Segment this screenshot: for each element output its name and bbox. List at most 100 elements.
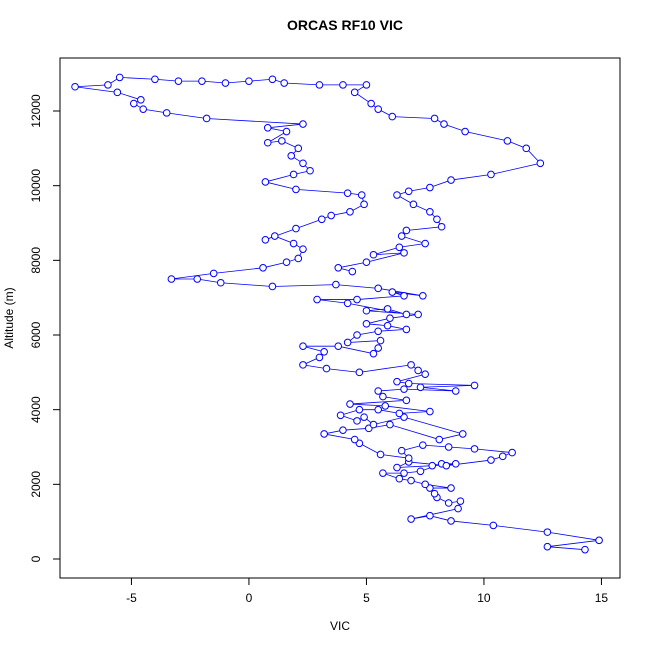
point (581, 545, 589, 554)
point (451, 460, 460, 468)
point (400, 469, 408, 477)
point (402, 325, 411, 334)
point (151, 75, 159, 84)
point (263, 138, 272, 147)
point (334, 342, 343, 351)
point (346, 208, 354, 216)
point (369, 420, 378, 429)
point (362, 81, 371, 89)
point (451, 387, 460, 395)
point (362, 320, 371, 328)
point (404, 379, 413, 388)
point (71, 82, 79, 91)
point (343, 299, 352, 308)
point (447, 517, 455, 525)
point (129, 99, 138, 108)
point (421, 239, 429, 248)
point (470, 445, 479, 453)
point (332, 280, 340, 289)
point (447, 176, 455, 184)
x-axis-label: VIC (330, 619, 350, 633)
point (440, 120, 448, 128)
x-tick-label: 0 (246, 591, 253, 605)
point (487, 170, 495, 179)
point (353, 331, 361, 339)
y-tick-label: 10000 (29, 169, 43, 203)
point (543, 528, 552, 536)
y-axis-label: Altitude (m) (2, 287, 16, 348)
point (402, 226, 411, 235)
point (320, 430, 328, 438)
point (289, 170, 298, 179)
point (259, 264, 267, 272)
point (383, 305, 392, 313)
point (193, 275, 202, 283)
point (350, 435, 359, 444)
point (379, 392, 387, 401)
point (374, 284, 382, 293)
point (447, 484, 455, 492)
point (435, 435, 444, 444)
point (270, 232, 279, 240)
point (444, 443, 453, 451)
point (419, 292, 427, 300)
point (454, 504, 462, 513)
point (388, 112, 397, 121)
point (414, 366, 422, 375)
point (322, 364, 331, 373)
point (376, 336, 385, 345)
point (374, 387, 382, 395)
point (402, 310, 411, 319)
point (369, 250, 378, 259)
point (278, 137, 286, 145)
point (402, 396, 411, 405)
point (353, 417, 361, 425)
point (268, 75, 277, 84)
point (395, 243, 404, 252)
point (430, 114, 439, 123)
point (353, 295, 361, 304)
point (357, 191, 366, 199)
point (395, 474, 404, 483)
point (334, 264, 343, 272)
point (294, 254, 303, 263)
point (426, 208, 434, 216)
point (355, 405, 364, 414)
point (299, 159, 307, 168)
point (421, 370, 429, 379)
point (299, 361, 307, 369)
y-tick-label: 4000 (29, 396, 43, 423)
point (487, 456, 495, 464)
chart-title: ORCAS RF10 VIC (287, 17, 403, 33)
point (289, 239, 298, 248)
point (299, 342, 307, 351)
point (407, 361, 415, 369)
point (428, 461, 437, 470)
point (294, 144, 303, 153)
y-tick-label: 0 (29, 555, 43, 562)
point (280, 79, 288, 87)
x-tick-label: -5 (126, 591, 137, 605)
point (407, 476, 415, 485)
point (263, 124, 272, 132)
point (360, 413, 368, 421)
x-tick-label: 15 (595, 591, 609, 605)
point (292, 185, 300, 194)
point (261, 178, 270, 186)
point (162, 109, 171, 117)
point (306, 166, 314, 175)
point (456, 497, 465, 505)
point (444, 499, 453, 507)
point (313, 295, 321, 304)
point (404, 454, 413, 463)
point (433, 215, 441, 224)
point (407, 515, 415, 523)
x-tick-label: 5 (363, 591, 370, 605)
point (395, 409, 404, 418)
y-tick-label: 8000 (29, 247, 43, 274)
point (115, 73, 124, 82)
point (458, 430, 467, 438)
plot-frame (59, 57, 621, 579)
point (343, 189, 352, 197)
